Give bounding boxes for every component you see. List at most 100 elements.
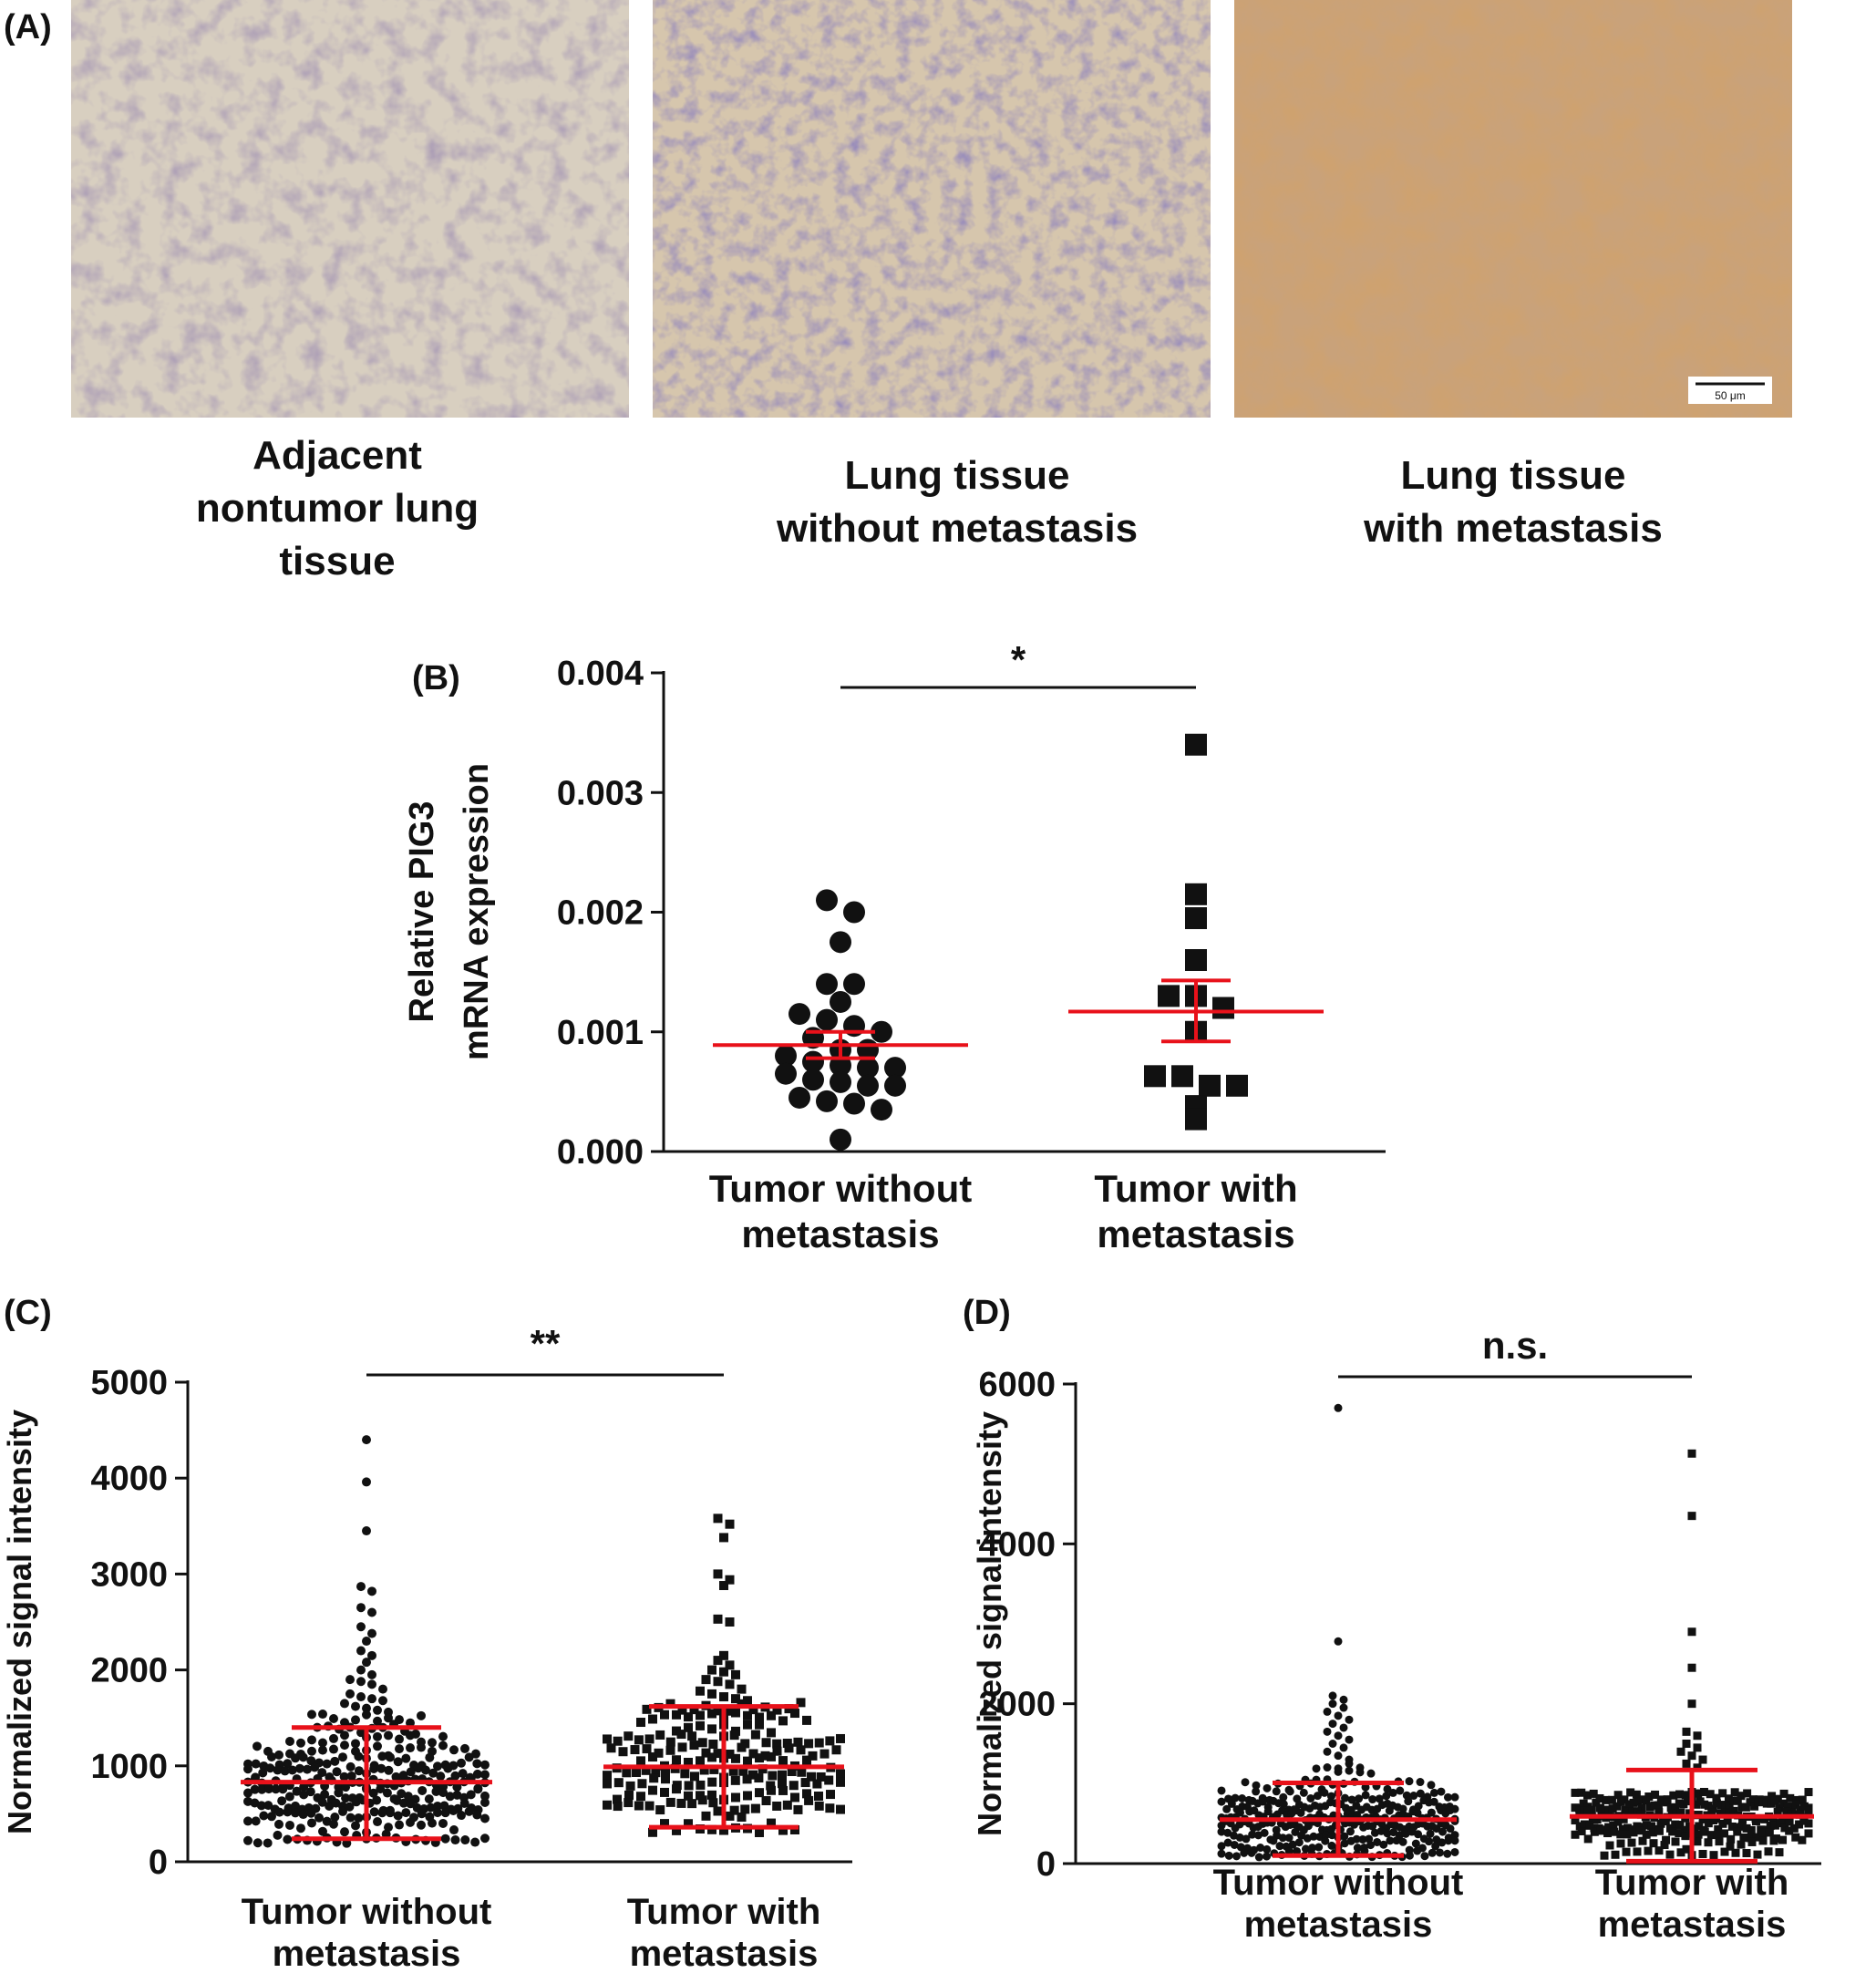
data-point xyxy=(637,1779,647,1789)
data-point xyxy=(760,1751,770,1761)
data-point xyxy=(1600,1851,1609,1860)
data-point xyxy=(729,1805,739,1815)
data-point xyxy=(1443,1792,1452,1802)
data-point xyxy=(1437,1787,1446,1796)
caption-adjacent-nontumor: Adjacent nontumor lung tissue xyxy=(196,433,479,584)
data-point xyxy=(480,1834,490,1844)
data-point xyxy=(1366,1841,1376,1850)
data-point xyxy=(1654,1801,1663,1810)
data-point xyxy=(1411,1839,1420,1848)
data-point xyxy=(606,1743,616,1753)
data-point xyxy=(340,1730,349,1741)
data-point xyxy=(1696,1797,1705,1806)
data-point xyxy=(1804,1829,1813,1838)
data-point xyxy=(425,1752,435,1762)
data-point xyxy=(265,1763,275,1773)
data-point xyxy=(707,1752,716,1762)
caption-with-metastasis: Lung tissue with metastasis xyxy=(1363,453,1663,551)
data-point xyxy=(1297,1831,1306,1840)
data-point xyxy=(1685,1822,1694,1831)
data-point xyxy=(376,1763,387,1773)
data-point xyxy=(253,1741,262,1751)
data-point xyxy=(1431,1842,1440,1851)
data-point xyxy=(684,1781,694,1791)
data-point xyxy=(367,1650,376,1660)
data-point xyxy=(1720,1808,1729,1817)
data-point xyxy=(648,1785,657,1795)
data-point xyxy=(1773,1807,1782,1816)
data-point xyxy=(1414,1802,1423,1811)
data-point xyxy=(1334,1767,1343,1776)
data-point xyxy=(707,1790,716,1800)
data-point xyxy=(373,1716,382,1726)
data-point xyxy=(1580,1806,1589,1815)
data-point xyxy=(748,1705,758,1715)
data-point xyxy=(1687,1751,1696,1761)
data-point xyxy=(298,1752,308,1762)
caption-line: Lung tissue xyxy=(845,453,1070,498)
data-point xyxy=(1776,1819,1785,1828)
data-point xyxy=(713,1749,723,1759)
data-point xyxy=(1345,1827,1355,1836)
data-point xyxy=(1427,1781,1436,1790)
data-point xyxy=(1769,1836,1778,1845)
data-point xyxy=(836,1777,845,1787)
data-point xyxy=(1622,1847,1631,1856)
data-point xyxy=(271,1784,281,1794)
data-point xyxy=(1764,1847,1773,1856)
data-point xyxy=(285,1820,294,1830)
data-point xyxy=(320,1790,330,1800)
significance-label: n.s. xyxy=(1482,1324,1548,1367)
data-point xyxy=(1704,1802,1713,1811)
data-point xyxy=(307,1710,316,1720)
data-point xyxy=(843,901,865,924)
data-point xyxy=(802,1789,811,1799)
data-point xyxy=(1738,1815,1747,1824)
data-point xyxy=(725,1706,735,1716)
data-point xyxy=(356,1622,366,1632)
data-point xyxy=(381,1829,391,1839)
data-point xyxy=(1694,1789,1703,1798)
data-point xyxy=(1642,1821,1651,1830)
data-point xyxy=(1698,1755,1707,1764)
data-point xyxy=(731,1694,740,1704)
data-point xyxy=(1312,1764,1321,1773)
data-point xyxy=(767,1728,776,1738)
data-point xyxy=(369,1807,379,1817)
data-point xyxy=(1629,1828,1638,1837)
data-point xyxy=(1600,1805,1609,1814)
data-point xyxy=(1693,1743,1702,1752)
data-point xyxy=(1392,1836,1401,1845)
data-point xyxy=(1398,1804,1407,1813)
data-point xyxy=(713,1677,723,1687)
data-point xyxy=(1322,1831,1331,1840)
data-point xyxy=(624,1731,634,1741)
data-point xyxy=(1698,1849,1707,1858)
data-point xyxy=(1668,1827,1677,1836)
data-point xyxy=(472,1759,482,1769)
data-point xyxy=(713,1656,723,1666)
data-point xyxy=(814,1801,824,1811)
data-point xyxy=(299,1790,309,1800)
data-point xyxy=(603,1771,612,1781)
y-axis-label-line: Relative PIG3 xyxy=(403,801,441,1023)
data-point xyxy=(731,1753,740,1763)
data-point xyxy=(1334,1711,1343,1720)
data-point xyxy=(687,1731,697,1741)
data-point xyxy=(772,1801,782,1811)
data-point xyxy=(603,1779,612,1789)
data-point xyxy=(665,1699,675,1709)
data-point xyxy=(1682,1759,1691,1768)
data-point xyxy=(307,1746,316,1756)
data-point xyxy=(634,1801,644,1811)
data-point xyxy=(830,1070,851,1093)
data-point xyxy=(291,1808,300,1818)
data-point xyxy=(1438,1827,1448,1836)
data-point xyxy=(1247,1848,1256,1857)
data-point xyxy=(314,1813,324,1823)
y-axis-label: Relative PIG3 mRNA expression xyxy=(403,763,496,1060)
data-point xyxy=(1450,1831,1459,1840)
y-tick-label: 6000 xyxy=(978,1366,1056,1404)
data-point xyxy=(368,1788,378,1798)
